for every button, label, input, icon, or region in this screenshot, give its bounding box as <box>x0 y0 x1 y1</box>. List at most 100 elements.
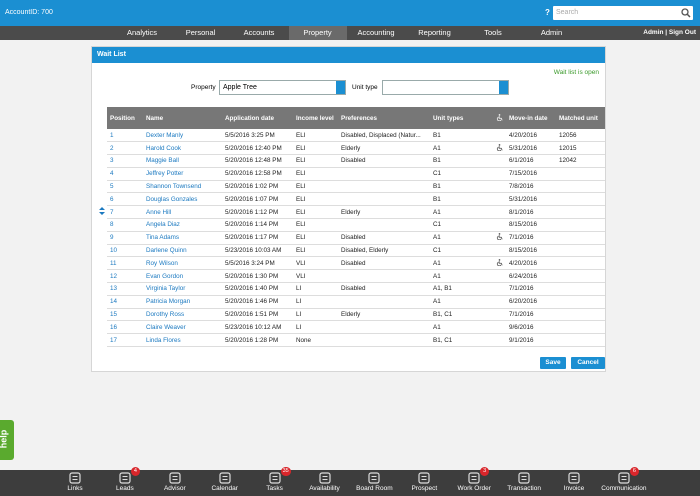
table-row[interactable]: 15 Dorothy Ross 5/20/2016 1:51 PM LI Elderly… <box>107 308 605 322</box>
nav-item[interactable]: Tools <box>484 28 502 37</box>
user-links[interactable]: Admin | Sign Out <box>643 29 696 36</box>
table-row[interactable]: 2 Harold Cook 5/20/2016 12:40 PM ELI Elderly… <box>107 141 605 156</box>
name-cell[interactable]: Linda Flores <box>143 333 222 348</box>
property-value: Apple Tree <box>223 84 257 91</box>
cancel-button[interactable]: Cancel <box>571 357 605 369</box>
name-cell[interactable]: Claire Weaver <box>143 320 222 335</box>
matched-unit-cell <box>556 282 605 296</box>
table-row[interactable]: 4 Jeffrey Potter 5/20/2016 12:58 PM ELI C1 7/… <box>107 167 605 181</box>
position-cell[interactable]: 13 <box>107 282 143 296</box>
name-cell[interactable]: Angela Diaz <box>143 218 222 232</box>
position-cell[interactable]: 4 <box>107 167 143 181</box>
drag-handle[interactable] <box>99 207 105 215</box>
nav-item[interactable]: Accounts <box>243 28 275 37</box>
toolbar-item[interactable]: Work Order 3 <box>449 467 499 496</box>
name-cell[interactable]: Shannon Townsend <box>143 180 222 194</box>
name-cell[interactable]: Dexter Manly <box>143 129 222 143</box>
toolbar-item[interactable]: Advisor <box>150 470 200 496</box>
position-cell[interactable]: 10 <box>107 244 143 258</box>
select-caret <box>336 81 345 94</box>
table-row[interactable]: 12 Evan Gordon 5/20/2016 1:30 PM VLI A1 6/24/… <box>107 269 605 284</box>
select-caret <box>499 81 508 94</box>
table-row[interactable]: 6 Douglas Gonzales 5/20/2016 1:07 PM ELI B1 5… <box>107 192 605 207</box>
move-in-date-cell: 9/6/2016 <box>506 320 556 335</box>
table-row[interactable]: 8 Angela Diaz 5/20/2016 1:14 PM ELI C1 8/15/2… <box>107 218 605 232</box>
unit-type-select[interactable] <box>382 80 509 95</box>
toolbar-item[interactable]: Links <box>50 470 100 496</box>
toolbar-item[interactable]: Invoice <box>549 470 599 496</box>
unit-types-cell: A1 <box>430 320 493 335</box>
preferences-cell: Disabled, Displaced (Natur... <box>338 129 430 143</box>
name-cell[interactable]: Patricia Morgan <box>143 295 222 309</box>
toolbar-item[interactable]: Prospect <box>399 470 449 496</box>
nav-item[interactable]: Analytics <box>126 28 157 37</box>
nav-item[interactable]: Personal <box>185 28 216 37</box>
nav-item[interactable]: Reporting <box>418 28 451 37</box>
position-cell[interactable]: 1 <box>107 129 143 143</box>
column-header: Preferences <box>338 107 430 129</box>
position-cell[interactable]: 12 <box>107 269 143 284</box>
table-row[interactable]: 10 Darlene Quinn 5/23/2016 10:03 AM ELI Disa… <box>107 244 605 258</box>
position-cell[interactable]: 9 <box>107 231 143 245</box>
search-box[interactable]: Search <box>553 6 693 20</box>
table-row[interactable]: 1 Dexter Manly 5/5/2016 3:25 PM ELI Disabled… <box>107 129 605 143</box>
table-row[interactable]: 14 Patricia Morgan 5/20/2016 1:46 PM LI A1 6/… <box>107 295 605 309</box>
table-row[interactable]: 9 Tina Adams 5/20/2016 1:17 PM ELI Disabled A… <box>107 231 605 245</box>
toolbar-item[interactable]: Communication 6 <box>599 467 649 496</box>
nav-item[interactable]: Admin <box>540 28 563 37</box>
matched-unit-cell: 12042 <box>556 154 605 168</box>
name-cell[interactable]: Maggie Ball <box>143 154 222 168</box>
name-cell[interactable]: Evan Gordon <box>143 269 222 284</box>
name-cell[interactable]: Darlene Quinn <box>143 244 222 258</box>
position-cell[interactable]: 7 <box>107 205 143 220</box>
toolbar-label: Board Room <box>356 485 393 492</box>
position-cell[interactable]: 3 <box>107 154 143 168</box>
table-row[interactable]: 16 Claire Weaver 5/23/2016 10:12 AM LI A1 9/6… <box>107 320 605 335</box>
position-cell[interactable]: 15 <box>107 308 143 322</box>
name-cell[interactable]: Tina Adams <box>143 231 222 245</box>
badge: 6 <box>629 467 639 476</box>
nav-item[interactable]: Property <box>288 26 347 40</box>
toolbar-item[interactable]: Calendar <box>200 470 250 496</box>
name-cell[interactable]: Anne Hill <box>143 205 222 220</box>
table-row[interactable]: 17 Linda Flores 5/20/2016 1:28 PM None B1, C… <box>107 333 605 348</box>
table-row[interactable]: 3 Maggie Ball 5/20/2016 12:48 PM ELI Disable… <box>107 154 605 168</box>
table-row[interactable]: 5 Shannon Townsend 5/20/2016 1:02 PM ELI B1 7… <box>107 180 605 194</box>
unit-types-cell: A1 <box>430 269 493 284</box>
table-row[interactable]: 13 Virginia Taylor 5/20/2016 1:40 PM LI Disa… <box>107 282 605 296</box>
search-icon[interactable] <box>681 8 691 18</box>
position-cell[interactable]: 14 <box>107 295 143 309</box>
position-cell[interactable]: 6 <box>107 192 143 207</box>
table-row[interactable]: 7 Anne Hill 5/20/2016 1:12 PM ELI Elderly A1 8… <box>107 205 605 220</box>
badge: 4 <box>130 467 140 476</box>
table-row[interactable]: 11 Roy Wilson 5/5/2016 3:24 PM VLI Disabled A… <box>107 256 605 271</box>
position-cell[interactable]: 8 <box>107 218 143 232</box>
position-cell[interactable]: 2 <box>107 141 143 156</box>
position-cell[interactable]: 16 <box>107 320 143 335</box>
income-level-cell: ELI <box>293 154 338 168</box>
position-cell[interactable]: 17 <box>107 333 143 348</box>
nav-item[interactable]: Accounting <box>357 28 395 37</box>
matched-unit-cell <box>556 192 605 207</box>
toolbar-item[interactable]: Transaction <box>499 470 549 496</box>
name-cell[interactable]: Dorothy Ross <box>143 308 222 322</box>
name-cell[interactable]: Douglas Gonzales <box>143 192 222 207</box>
save-button[interactable]: Save <box>540 357 566 369</box>
position-cell[interactable]: 11 <box>107 256 143 271</box>
move-in-date-cell: 7/8/2016 <box>506 180 556 194</box>
property-select[interactable]: Apple Tree <box>219 80 346 95</box>
column-header: Application date <box>222 107 293 129</box>
name-cell[interactable]: Roy Wilson <box>143 256 222 271</box>
toolbar-item[interactable]: Leads 4 <box>100 467 150 496</box>
column-header: Position <box>107 107 143 129</box>
toolbar-item[interactable]: Board Room <box>349 470 399 496</box>
accessible-cell <box>493 256 506 271</box>
toolbar-item[interactable]: Tasks 35 <box>250 467 300 496</box>
name-cell[interactable]: Virginia Taylor <box>143 282 222 296</box>
name-cell[interactable]: Harold Cook <box>143 141 222 156</box>
help-tab[interactable]: help <box>0 420 14 460</box>
help-link[interactable]: ? <box>545 8 550 17</box>
position-cell[interactable]: 5 <box>107 180 143 194</box>
name-cell[interactable]: Jeffrey Potter <box>143 167 222 181</box>
toolbar-item[interactable]: Availability <box>300 470 350 496</box>
